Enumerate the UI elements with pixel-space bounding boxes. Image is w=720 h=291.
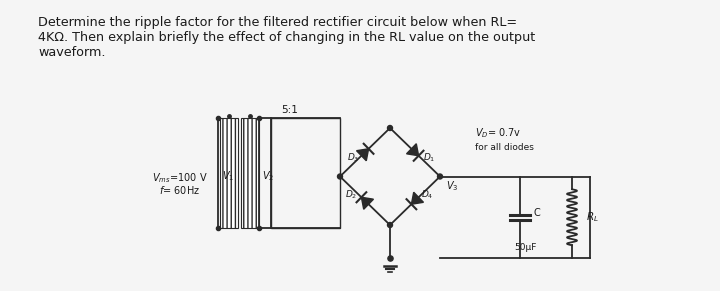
Text: $R_L$: $R_L$ [586, 210, 599, 224]
Polygon shape [361, 197, 374, 209]
Bar [220, 118, 238, 228]
Bar [271, 118, 340, 228]
Circle shape [438, 174, 443, 179]
Polygon shape [407, 144, 418, 156]
Circle shape [387, 125, 392, 130]
Text: $f$= 60Hz: $f$= 60Hz [159, 184, 201, 196]
Polygon shape [356, 149, 369, 161]
Text: $V_2$: $V_2$ [262, 170, 274, 183]
Text: $V_{ms}$=100 V: $V_{ms}$=100 V [152, 171, 208, 185]
Text: C: C [534, 208, 541, 218]
Text: Determine the ripple factor for the filtered rectifier circuit below when RL=: Determine the ripple factor for the filt… [38, 16, 517, 29]
Text: $D_4$: $D_4$ [420, 189, 433, 201]
Text: for all diodes: for all diodes [475, 143, 534, 152]
Text: $V_3$: $V_3$ [446, 180, 459, 194]
Polygon shape [411, 192, 423, 204]
Text: waveform.: waveform. [38, 46, 106, 59]
Bar [241, 118, 259, 228]
Text: $V_1$: $V_1$ [222, 170, 234, 183]
Text: $D_3$: $D_3$ [347, 152, 359, 164]
Circle shape [338, 174, 343, 179]
Text: 50μF: 50μF [514, 244, 536, 253]
Circle shape [387, 223, 392, 228]
Text: $V_D$= 0.7v: $V_D$= 0.7v [475, 126, 521, 140]
Text: $D_1$: $D_1$ [423, 152, 435, 164]
Text: 5:1: 5:1 [282, 105, 298, 115]
Text: $D_2$: $D_2$ [345, 189, 357, 201]
Text: 4KΩ. Then explain briefly the effect of changing in the RL value on the output: 4KΩ. Then explain briefly the effect of … [38, 31, 535, 44]
